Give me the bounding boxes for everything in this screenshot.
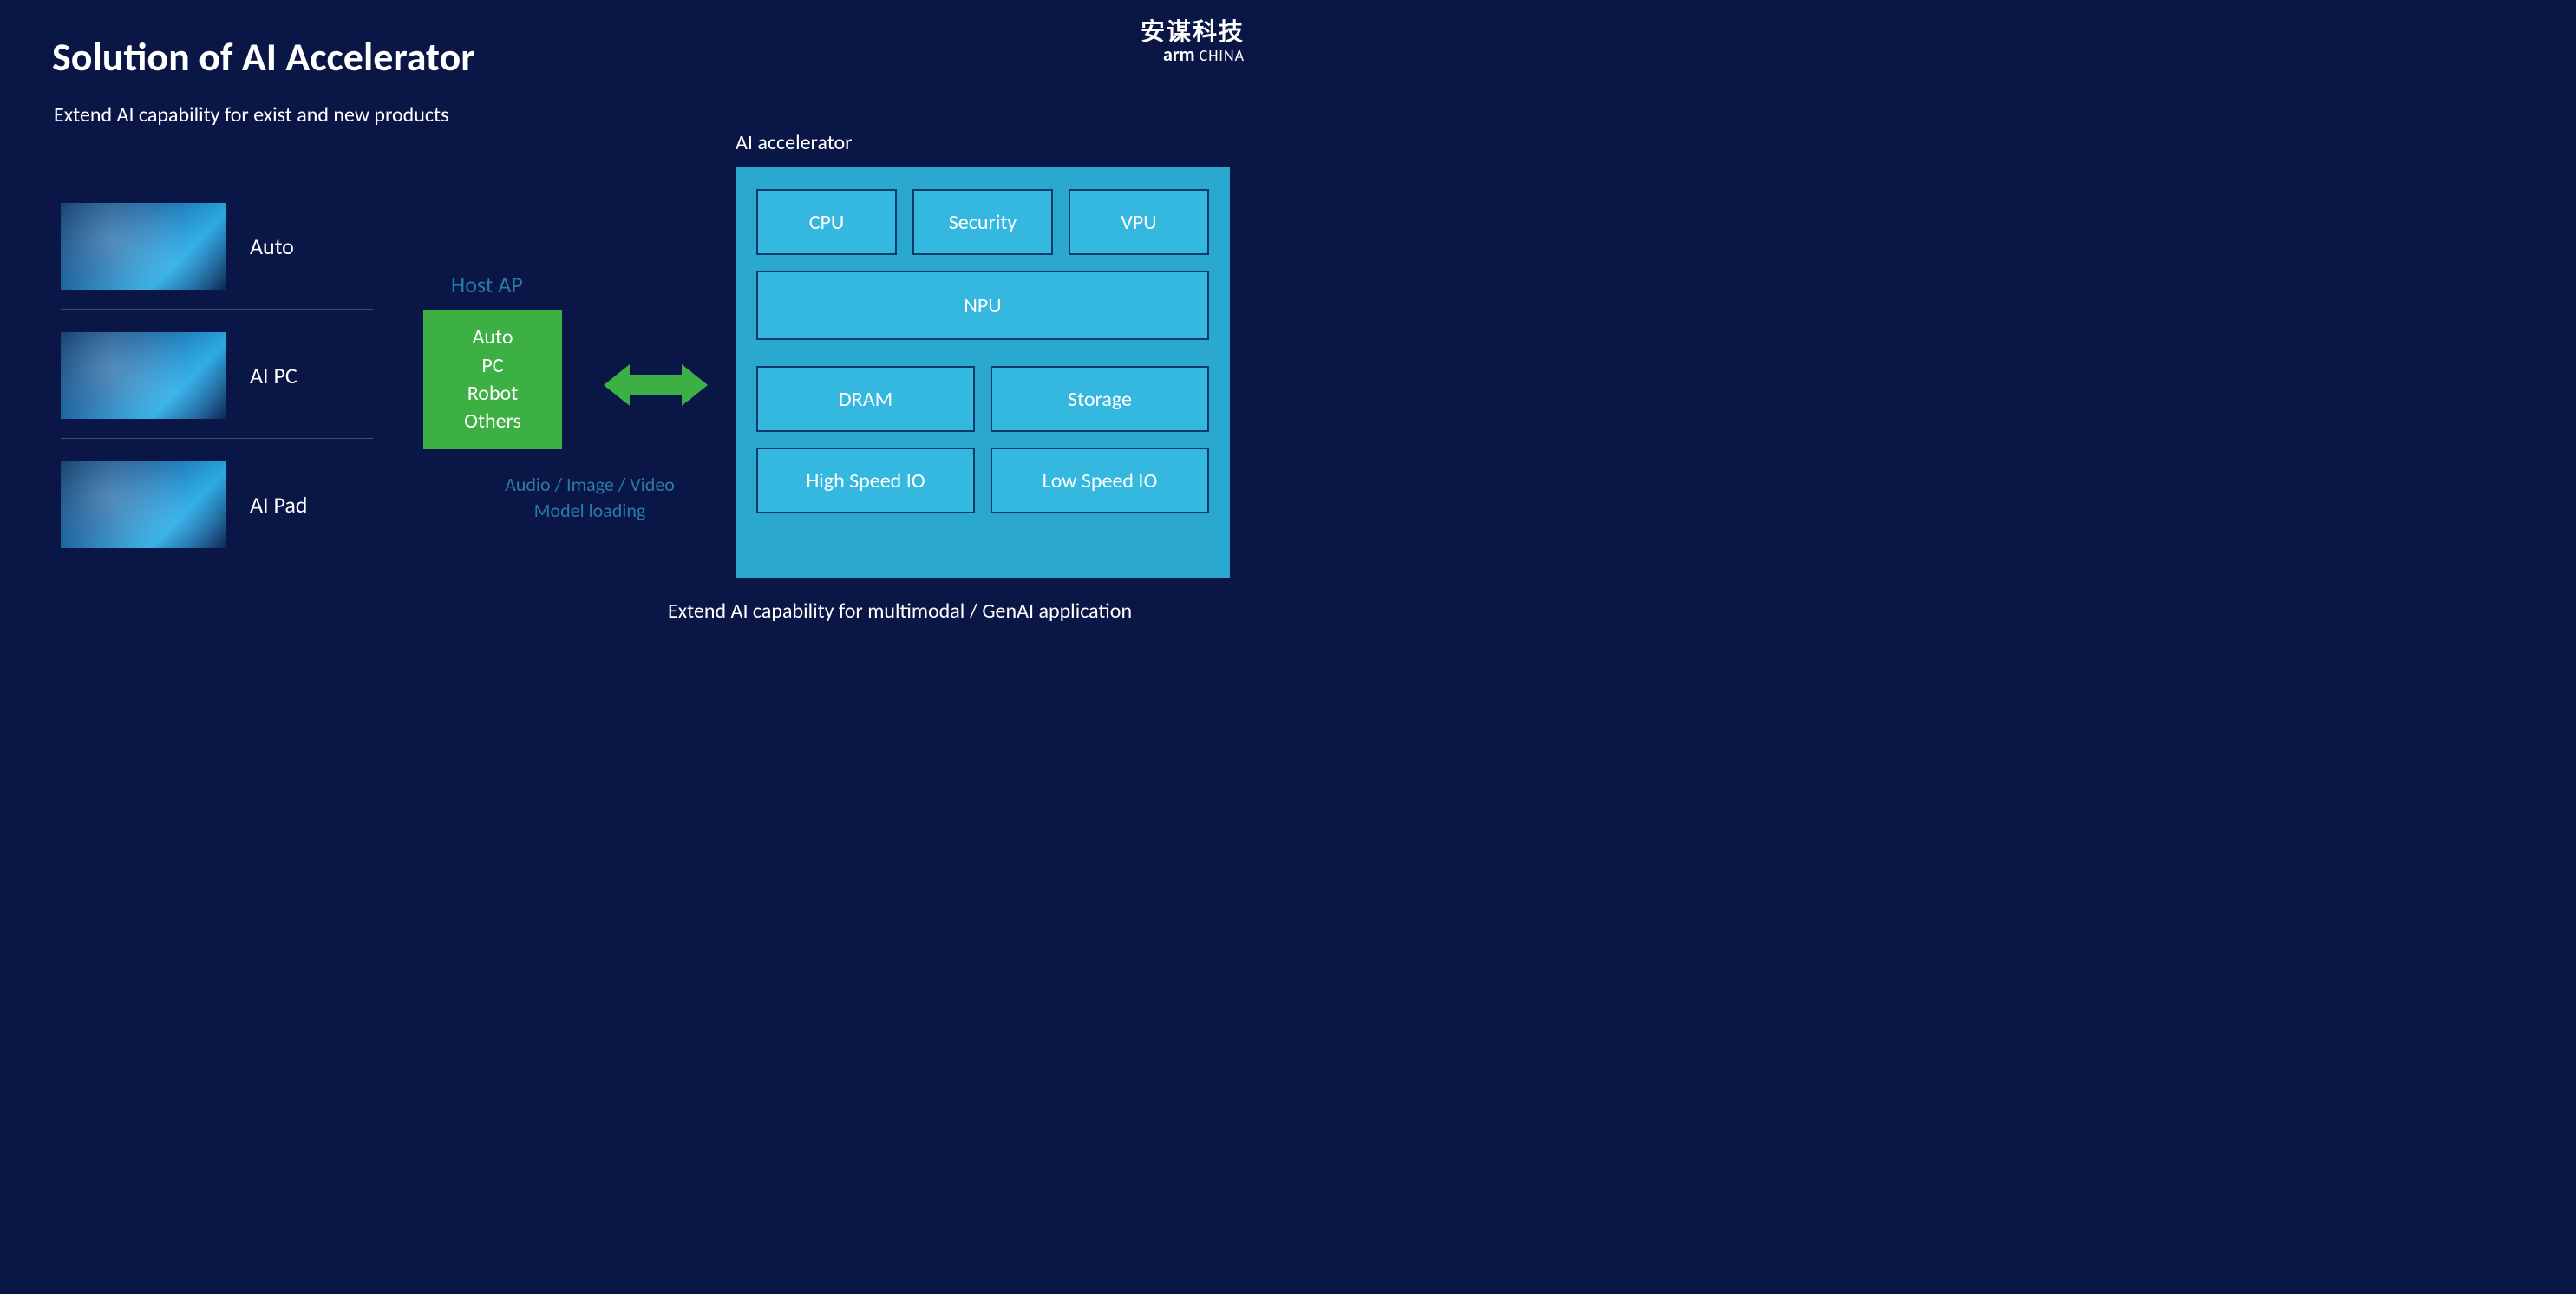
accelerator-title: AI accelerator [736, 130, 853, 155]
product-list: Auto AI PC AI Pad [61, 199, 373, 552]
accel-cell-npu: NPU [756, 271, 1209, 340]
logo-china: CHINA [1195, 46, 1245, 65]
logo-arm: arm [1163, 42, 1195, 66]
product-image-aipad [61, 461, 226, 548]
accel-cell-dram: DRAM [756, 366, 975, 432]
accelerator-container: CPU Security VPU NPU DRAM Storage High S… [736, 167, 1230, 578]
product-image-aipc [61, 332, 226, 419]
host-ap-sub1: Audio / Image / Video [468, 472, 711, 498]
accel-cell-hispeed-io: High Speed IO [756, 448, 975, 513]
product-separator [61, 438, 373, 439]
product-row-aipad: AI Pad [61, 458, 373, 552]
host-ap-line-auto: Auto [473, 324, 513, 351]
accel-cell-vpu: VPU [1069, 189, 1209, 255]
product-row-auto: Auto [61, 199, 373, 293]
host-ap-label: Host AP [451, 271, 523, 298]
accel-row-4: High Speed IO Low Speed IO [756, 448, 1209, 513]
brand-logo: 安谋科技 arm CHINA [1141, 19, 1245, 64]
host-ap-subtext: Audio / Image / Video Model loading [468, 472, 711, 523]
product-row-aipc: AI PC [61, 329, 373, 422]
logo-chinese: 安谋科技 [1141, 19, 1245, 44]
host-ap-line-pc: PC [481, 352, 503, 380]
accel-cell-storage: Storage [991, 366, 1209, 432]
accel-cell-security: Security [912, 189, 1053, 255]
host-ap-sub2: Model loading [468, 498, 711, 524]
product-image-auto [61, 203, 226, 290]
host-ap-box: Auto PC Robot Others [423, 310, 562, 449]
accel-cell-cpu: CPU [756, 189, 897, 255]
accel-row-3: DRAM Storage [756, 366, 1209, 432]
host-ap-line-robot: Robot [467, 380, 519, 408]
product-label-aipad: AI Pad [250, 491, 307, 519]
slide-title: Solution of AI Accelerator [52, 33, 475, 82]
logo-english: arm CHINA [1141, 44, 1245, 64]
double-arrow-icon [604, 359, 708, 411]
host-ap-line-others: Others [464, 408, 521, 435]
product-separator [61, 309, 373, 310]
accel-row-2: NPU [756, 271, 1209, 340]
product-label-aipc: AI PC [250, 362, 297, 389]
accel-row-1: CPU Security VPU [756, 189, 1209, 255]
product-label-auto: Auto [250, 232, 294, 260]
footer-note: Extend AI capability for multimodal / Ge… [668, 598, 1132, 624]
accel-cell-lospeed-io: Low Speed IO [991, 448, 1209, 513]
slide-subtitle: Extend AI capability for exist and new p… [54, 102, 448, 127]
